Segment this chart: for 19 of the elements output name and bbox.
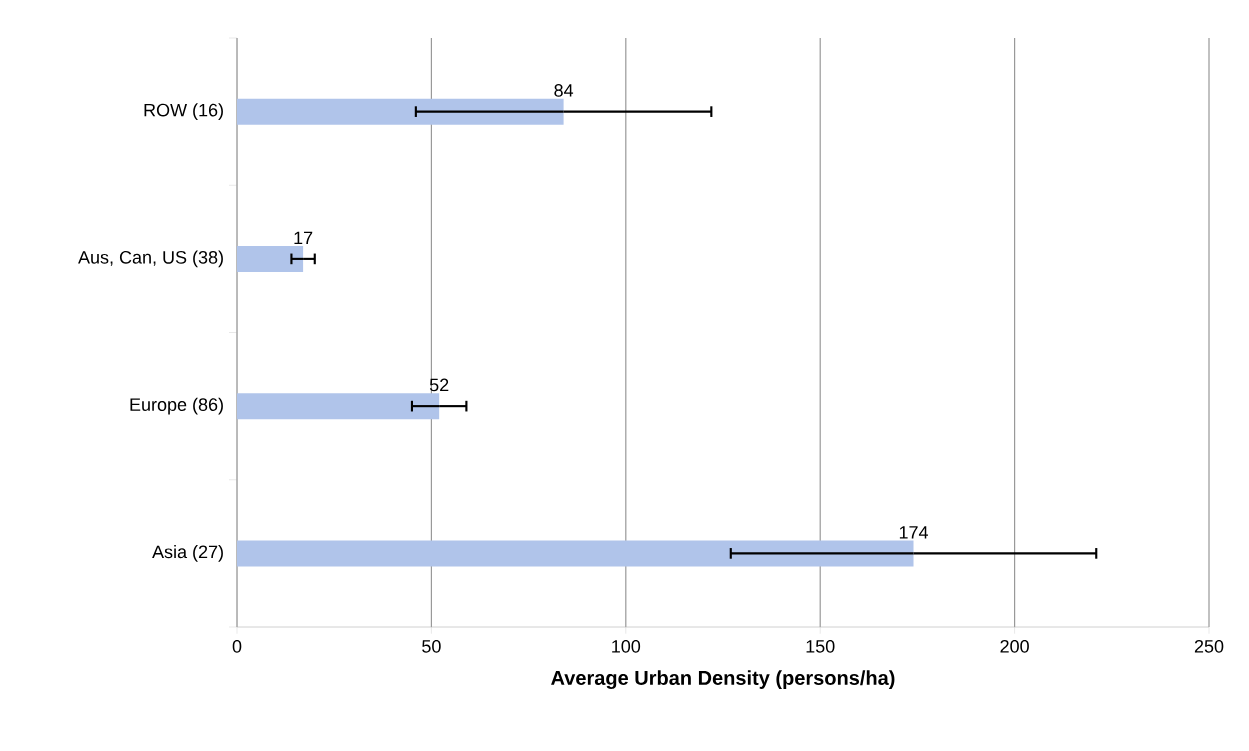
- x-axis-title: Average Urban Density (persons/ha): [551, 670, 895, 690]
- y-tick-label: Aus, Can, US (38): [78, 250, 223, 268]
- data-label: 84: [554, 84, 574, 97]
- bar: [237, 98, 564, 125]
- y-tick-label: Europe (86): [130, 397, 223, 415]
- bar: [237, 393, 440, 420]
- y-tick-label: ROW (16): [144, 103, 223, 121]
- x-tick-label: 0: [232, 639, 242, 653]
- bar: [237, 245, 304, 272]
- y-tick-label: Asia (27): [152, 544, 223, 562]
- x-tick-label: 100: [612, 639, 641, 653]
- x-tick-label: 150: [806, 639, 835, 653]
- data-label: 52: [429, 378, 449, 392]
- data-label: 174: [899, 526, 929, 539]
- x-tick-label: 250: [1194, 639, 1224, 653]
- bar: [237, 540, 914, 567]
- x-tick-label: 200: [1000, 639, 1029, 653]
- data-label: 17: [294, 231, 313, 245]
- x-tick-label: 50: [422, 639, 441, 653]
